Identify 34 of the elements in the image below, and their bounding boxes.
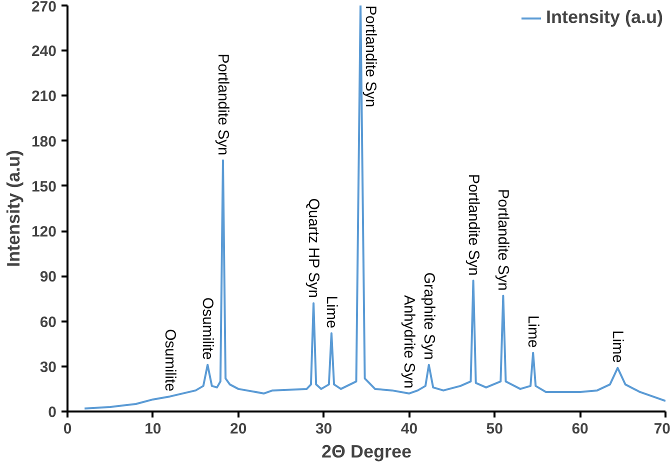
x-tick-label: 10 (144, 420, 162, 438)
y-tick-label: 120 (31, 224, 57, 241)
y-tick-label: 90 (40, 268, 57, 286)
annotation: Osumilite (162, 328, 179, 392)
annotation: Anhydrite Syn (400, 295, 418, 388)
y-tick-label: 240 (31, 43, 57, 60)
annotation: Lime (609, 330, 626, 363)
y-tick-label: 60 (40, 314, 57, 331)
x-tick-label: 20 (230, 420, 247, 438)
y-tick-label: 150 (31, 178, 57, 196)
annotation: Lime (524, 315, 542, 348)
y-tick-label: 210 (31, 88, 57, 106)
x-tick-label: 30 (315, 420, 332, 438)
annotation: Portlandite Syn (494, 188, 512, 291)
y-tick-label: 0 (48, 404, 56, 421)
legend-label: Intensity (a.u) (546, 7, 663, 28)
line-series (84, 6, 666, 410)
annotation: Graphite Syn (420, 272, 438, 360)
y-tick-label: 180 (31, 133, 57, 150)
annotation: Lime (322, 296, 340, 328)
x-tick-label: 40 (400, 420, 418, 438)
annotation: Quartz HP Syn (305, 198, 322, 298)
annotation: Osumilite (199, 297, 216, 360)
x-tick-label: 70 (654, 420, 670, 438)
annotation: Portlandite Syn (464, 174, 482, 276)
x-axis-title: 2Θ Degree (321, 442, 412, 462)
annotation: Portlandite Syn (362, 6, 380, 108)
annotation: Portlandite Syn (214, 54, 232, 156)
x-tick-label: 60 (572, 420, 588, 438)
y-axis-title: Intensity (a.u) (3, 150, 24, 268)
y-tick-label: 30 (40, 358, 57, 376)
x-tick-label: 0 (63, 420, 72, 438)
y-tick-label: 270 (31, 0, 57, 16)
x-tick-label: 50 (486, 420, 503, 438)
